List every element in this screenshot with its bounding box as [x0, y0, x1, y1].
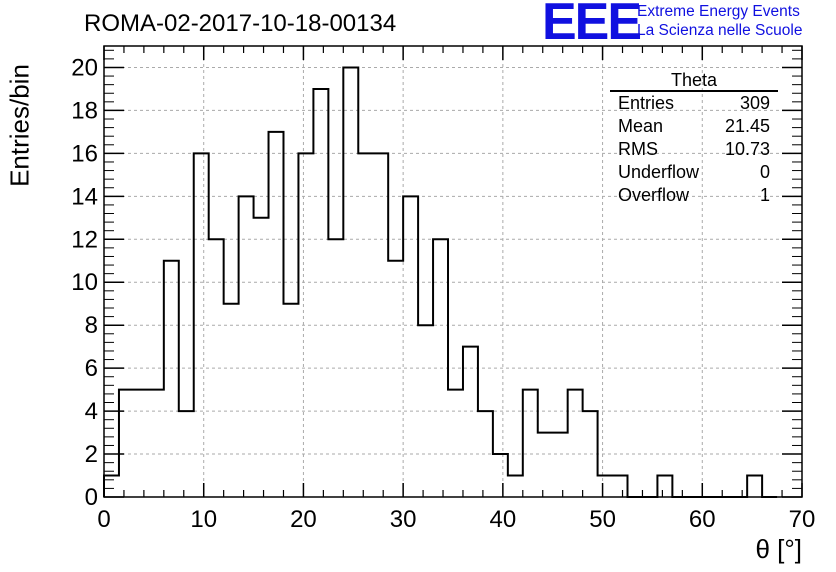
histogram-bin [104, 476, 119, 497]
histogram-bin [463, 347, 478, 497]
x-axis-label: θ [°] [755, 534, 802, 564]
histogram-bin [598, 476, 613, 497]
histogram-bin [747, 476, 762, 497]
stats-value: 0 [759, 162, 770, 182]
histogram-bin [613, 476, 628, 497]
histogram-bin [298, 153, 313, 497]
stats-label: RMS [618, 139, 658, 159]
histogram-bin [134, 390, 149, 497]
histogram-bin [508, 476, 523, 497]
x-tick-label: 40 [490, 506, 517, 533]
x-tick-label: 0 [97, 506, 110, 533]
y-tick-label: 20 [71, 54, 98, 81]
histogram-bin [493, 454, 508, 497]
stats-value: 21.45 [724, 116, 770, 136]
stats-value: 1 [759, 185, 770, 205]
histogram-bin [179, 411, 194, 497]
stats-label: Entries [618, 93, 675, 113]
eee-logo-text: Extreme Energy Events La Scienza nelle S… [637, 2, 802, 40]
histogram-bin [358, 153, 373, 497]
stats-value: 10.73 [724, 139, 770, 159]
histogram-bin [478, 411, 493, 497]
logo-line-1: Extreme Energy Events [637, 3, 800, 20]
x-tick-label: 10 [190, 506, 217, 533]
x-tick-label: 20 [290, 506, 317, 533]
histogram-bin [373, 153, 388, 497]
histogram-bin [254, 218, 269, 497]
histogram-bin [209, 239, 224, 497]
y-axis-label: Entries/bin [4, 64, 35, 187]
histogram-bin [568, 390, 583, 497]
stats-row: Mean 21.45 [610, 115, 778, 138]
histogram-bin [149, 390, 164, 497]
stats-box: Theta Entries 309 Mean 21.45 RMS 10.73 Unde… [610, 70, 778, 207]
histogram-bin [269, 132, 284, 497]
histogram-bin [283, 304, 298, 497]
histogram-bin [119, 390, 134, 497]
histogram-bin [418, 325, 433, 497]
logo-line-2: La Scienza nelle Scuole [637, 22, 803, 39]
histogram-bin [164, 261, 179, 497]
histogram-bin [583, 411, 598, 497]
histogram-bin [538, 433, 553, 497]
histogram-bin [448, 390, 463, 497]
y-tick-label: 8 [85, 312, 98, 339]
plot-frame [103, 45, 803, 498]
y-tick-label: 18 [71, 97, 98, 124]
histogram-bin [239, 196, 254, 497]
histogram-bin [433, 239, 448, 497]
x-tick-label: 60 [689, 506, 716, 533]
histogram-bin [553, 433, 568, 497]
stats-label: Overflow [618, 185, 690, 205]
y-tick-label: 6 [85, 355, 98, 382]
histogram-bin [194, 153, 209, 497]
x-tick-label: 50 [589, 506, 616, 533]
x-tick-label: 70 [789, 506, 816, 533]
eee-logo: EEE [542, 0, 642, 51]
y-tick-label: 2 [85, 441, 98, 468]
histogram-bin [224, 304, 239, 497]
y-tick-label: 16 [71, 140, 98, 167]
histogram-bin [343, 67, 358, 497]
stats-value: 309 [739, 93, 770, 113]
histogram-bin [403, 196, 418, 497]
stats-row: Entries 309 [610, 92, 778, 115]
stats-row: RMS 10.73 [610, 138, 778, 161]
histogram-bin [657, 476, 672, 497]
axis-ticks [103, 46, 803, 498]
stats-row: Underflow 0 [610, 161, 778, 184]
stats-label: Underflow [618, 162, 700, 182]
histogram-bin [523, 390, 538, 497]
grid-lines [104, 46, 802, 497]
stats-title: Theta [610, 70, 778, 92]
stats-row: Overflow 1 [610, 184, 778, 207]
y-tick-label: 12 [71, 226, 98, 253]
histogram-bin [388, 261, 403, 497]
histogram-bin [328, 239, 343, 497]
histogram-bin [313, 89, 328, 497]
x-tick-label: 30 [390, 506, 417, 533]
y-tick-label: 0 [85, 484, 98, 511]
y-tick-label: 14 [71, 183, 98, 210]
stats-label: Mean [618, 116, 664, 136]
y-tick-label: 10 [71, 269, 98, 296]
y-tick-label: 4 [85, 398, 98, 425]
histogram-title: ROMA-02-2017-10-18-00134 [84, 10, 397, 37]
